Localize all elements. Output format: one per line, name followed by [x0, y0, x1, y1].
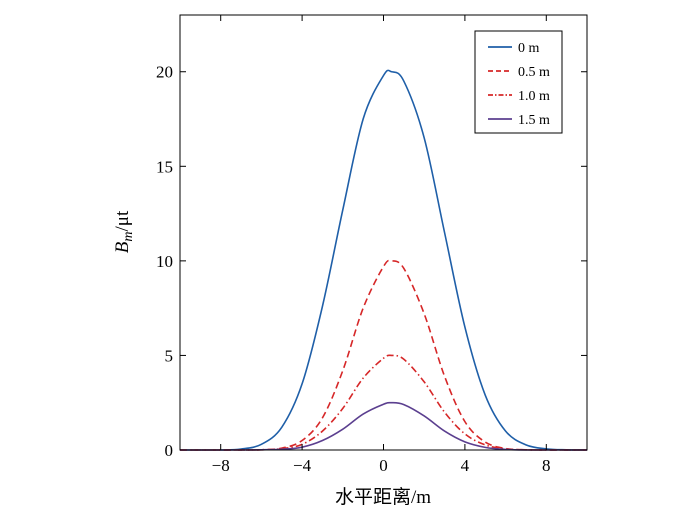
- x-tick-label: 8: [542, 456, 551, 475]
- y-tick-label: 10: [156, 252, 173, 271]
- legend-label-2: 1.0 m: [518, 89, 550, 104]
- x-tick-label: 0: [379, 456, 388, 475]
- y-tick-label: 20: [156, 63, 173, 82]
- legend-entries: 0 m 0.5 m 1.0 m 1.5 m: [488, 41, 550, 128]
- y-axis-label: Bm/μt: [112, 210, 136, 253]
- series-line-2: [179, 354, 587, 451]
- y-axis-label-sub: m: [121, 232, 136, 242]
- legend-label-0: 0 m: [518, 41, 540, 56]
- x-tick-label: −4: [293, 456, 312, 475]
- y-tick-label: 0: [165, 441, 174, 460]
- x-axis-label: 水平距离/m: [335, 486, 431, 508]
- y-axis-label-main: B: [112, 241, 133, 253]
- x-tick-label: −8: [212, 456, 230, 475]
- legend-label-3: 1.5 m: [518, 113, 550, 128]
- x-tick-label: 4: [461, 456, 470, 475]
- y-tick-label: 15: [156, 157, 173, 176]
- legend-label-1: 0.5 m: [518, 65, 550, 80]
- y-tick-label: 5: [165, 346, 174, 365]
- series-line-0: [179, 69, 588, 451]
- legend: 0 m 0.5 m 1.0 m 1.5 m: [474, 30, 563, 134]
- y-axis-label-unit: /μt: [112, 210, 133, 231]
- legend-box: [474, 30, 563, 134]
- ticks-layer: −8 −4 0 4 8 0 5 10 15 20: [156, 15, 587, 475]
